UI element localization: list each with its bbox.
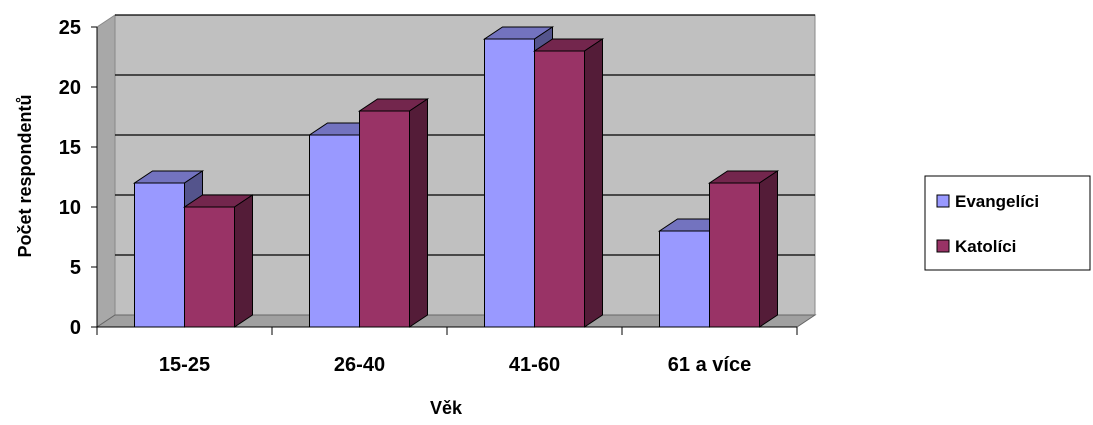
x-category-label: 26-40 [334, 354, 385, 376]
bar-front-face [134, 182, 185, 328]
x-axis-title: Věk [430, 398, 463, 418]
bar-front-face [309, 134, 360, 328]
x-category-label: 61 a více [668, 354, 751, 376]
y-axis-title: Počet respondentů [15, 94, 35, 257]
y-axis: 0 5 10 15 20 25 [59, 17, 98, 339]
y-tick-label: 0 [70, 317, 81, 339]
legend-box [924, 175, 1091, 271]
bar-katolici [182, 194, 255, 328]
bar-front-face [709, 182, 760, 328]
x-category-label: 41-60 [509, 354, 560, 376]
bar-front-face [359, 110, 410, 328]
x-category-label: 15-25 [159, 354, 210, 376]
bar-katolici [357, 98, 430, 328]
legend-swatch-katolici [936, 239, 950, 253]
bar-side-face [234, 194, 253, 328]
legend: Evangelíci Katolíci [924, 175, 1091, 271]
legend-label-katolici: Katolíci [955, 237, 1016, 256]
bar-side-face [759, 170, 778, 328]
y-tick-label: 25 [59, 17, 81, 39]
bar-front-face [534, 50, 585, 328]
bar-katolici [532, 38, 605, 328]
bar-front-face [484, 38, 535, 328]
x-axis: 15-25 26-40 41-60 61 a více [96, 326, 798, 376]
bar-front-face [184, 206, 235, 328]
bar-side-face [409, 98, 428, 328]
y-tick-label: 20 [59, 77, 81, 99]
bar-katolici [707, 170, 780, 328]
bars [132, 26, 780, 328]
y-tick-label: 5 [70, 257, 81, 279]
side-wall [96, 14, 116, 328]
bar-front-face [659, 230, 710, 328]
legend-swatch-evangelici [936, 194, 950, 208]
y-tick-label: 10 [59, 197, 81, 219]
bar-side-face [584, 38, 603, 328]
y-tick-label: 15 [59, 137, 81, 159]
legend-label-evangelici: Evangelíci [955, 192, 1039, 211]
